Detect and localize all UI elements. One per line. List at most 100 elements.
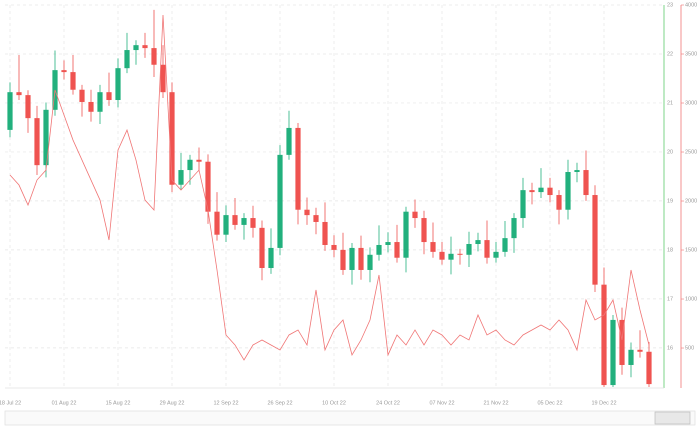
x-tick-label: 07 Nov 22 [429,400,454,406]
candle-body [304,209,310,216]
candle-body [592,195,598,285]
candle-body [250,218,256,228]
candle-body [493,251,499,258]
candle-body [151,48,157,65]
candle-body [403,211,409,258]
candle-body [367,254,373,270]
y-tick-label: 22 [667,51,673,57]
x-tick-label: 29 Aug 22 [160,400,185,406]
y-tick-label: 17 [667,296,673,302]
candle-body [313,215,319,222]
candle-body [583,170,589,196]
y2-tick-label: 1000 [685,296,697,302]
candle-body [43,109,49,166]
candle-body [61,70,67,73]
candle-body [196,159,202,162]
navigator[interactable] [4,410,696,426]
candle-body [511,218,517,239]
candle-body [106,92,112,101]
x-tick-label: 18 Jul 22 [0,400,21,406]
candle-body [556,195,562,210]
line-series [9,14,650,361]
candle-body [637,349,643,352]
candle-body [358,247,364,270]
candle-body [34,118,40,166]
x-tick-label: 15 Aug 22 [106,400,131,406]
y-tick-label: 16 [667,345,673,351]
candle-body [502,238,508,252]
candle-body [169,92,175,185]
candle-body [178,170,184,185]
candle-body [349,247,355,270]
x-tick-label: 24 Oct 22 [376,400,400,406]
candle-body [223,215,229,235]
candle-body [259,227,265,269]
y2-tick-label: 2500 [685,149,697,155]
candle-body [142,45,148,49]
x-tick-label: 10 Oct 22 [322,400,346,406]
y-tick-label: 20 [667,149,673,155]
candle-body [88,101,94,112]
candle-body [448,253,454,260]
candle-body [430,242,436,252]
candle-body [205,161,211,212]
x-tick-label: 12 Sep 22 [213,400,238,406]
candle-body [412,211,418,219]
candle-body [232,215,238,225]
candle-body [70,72,76,90]
y-tick-label: 19 [667,198,673,204]
candle-body [160,64,166,93]
candle-body [268,247,274,269]
y2-tick-label: 3500 [685,51,697,57]
candle-body [79,89,85,102]
candle-body [286,127,292,155]
candle-body [610,319,616,386]
candle-body [439,251,445,260]
candle-body [115,68,121,101]
y2-tick-label: 500 [685,345,694,351]
candle-body [421,218,427,243]
candle-body [295,127,301,210]
candle-body [619,319,625,365]
y-tick-label: 18 [667,247,673,253]
candle-body [529,190,535,193]
candle-body [574,170,580,173]
candle-body [187,159,193,171]
candle-body [25,95,31,119]
candle-body [484,240,490,258]
candle-body [133,45,139,51]
candle-body [646,351,652,385]
x-tick-label: 19 Dec 22 [591,400,616,406]
candle-body [538,187,544,193]
candle-body [214,211,220,235]
candle-body [394,242,400,258]
candle-body [340,249,346,270]
candle-body [628,349,634,365]
candle-body [565,172,571,210]
x-tick-label: 01 Aug 22 [52,400,77,406]
candle-body [124,50,130,69]
y2-tick-label: 4000 [685,2,697,8]
candle-body [457,253,463,255]
candle-body [277,154,283,248]
candle-body [520,190,526,219]
y-tick-label: 21 [667,100,673,106]
x-tick-label: 26 Sep 22 [267,400,292,406]
candle-body [16,92,22,96]
candle-body [97,92,103,112]
candle-body [601,284,607,386]
x-tick-label: 05 Dec 22 [537,400,562,406]
candle-body [376,244,382,255]
candle-body [322,221,328,245]
candle-body [331,244,337,250]
x-tick-label: 21 Nov 22 [483,400,508,406]
y2-tick-label: 3000 [685,100,697,106]
candle-body [466,244,472,255]
candle-body [7,92,13,130]
y-tick-label: 23 [667,2,673,8]
candle-body [241,218,247,225]
navigator-handle[interactable] [654,411,691,425]
candle-body [475,240,481,245]
y2-tick-label: 1500 [685,247,697,253]
